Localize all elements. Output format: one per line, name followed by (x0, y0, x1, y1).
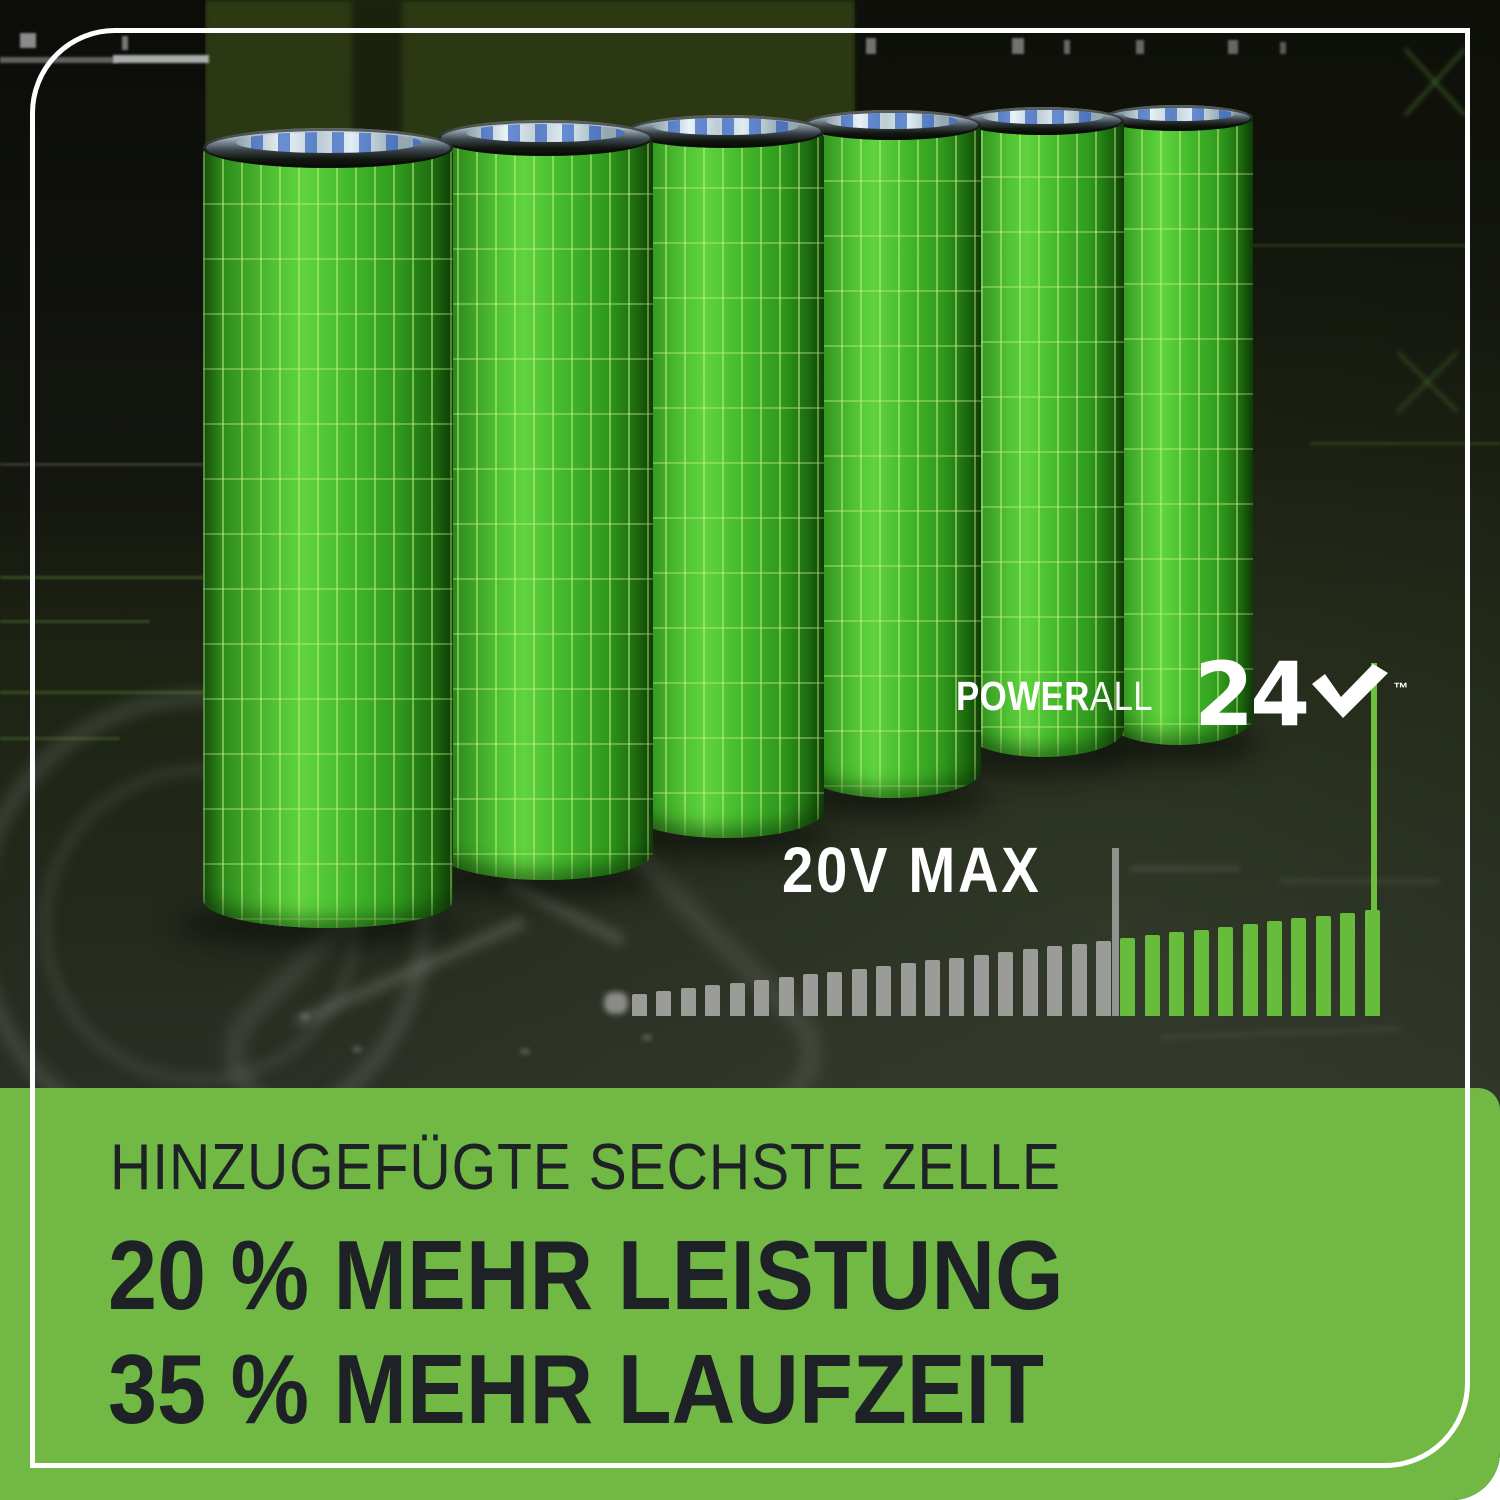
ramp-bar-gray (1072, 944, 1087, 1016)
light-streak (1280, 879, 1440, 884)
battery-cap-metal (983, 109, 1103, 125)
battery-cap-metal (465, 123, 626, 143)
hud-square-icon (20, 33, 36, 48)
upgrade-marker-line (1371, 663, 1377, 1016)
circuit-line (0, 620, 150, 623)
circuit-line (1310, 442, 1500, 445)
battery-cell (603, 115, 832, 856)
brand-name-bold: POWER (956, 673, 1090, 719)
ramp-bar-gray (779, 977, 794, 1016)
background-dark-band (352, 0, 402, 150)
ramp-bar-gray (827, 972, 842, 1016)
light-streak (1130, 866, 1240, 871)
circuit-line (1250, 244, 1470, 247)
battery-top-cap (627, 115, 824, 148)
hud-tick (1136, 40, 1144, 54)
brand-name-light: ALL (1089, 673, 1154, 719)
power-ramp-chart (632, 906, 1392, 1016)
ramp-bar-gray (681, 988, 696, 1016)
brand-logo: POWERALL 24 ™ (956, 643, 1409, 746)
ramp-bar-gray (876, 966, 891, 1016)
v-checkmark-icon (1312, 664, 1389, 718)
ramp-bar-green (1316, 916, 1331, 1016)
ramp-bar-green (1218, 927, 1233, 1016)
circuit-line (0, 576, 230, 579)
battery-top-cap (438, 120, 653, 156)
battery-cell (173, 128, 463, 946)
battery-body (962, 121, 1124, 757)
info-headline: 20 % MEHR LEISTUNG 35 % MEHR LAUFZEIT (108, 1218, 1064, 1446)
brand-voltage-number: 24 (1193, 643, 1310, 746)
hud-dot (300, 1013, 310, 1020)
battery-body (203, 148, 453, 928)
battery-cap-metal (1122, 107, 1234, 122)
hud-tick (1280, 42, 1286, 54)
hud-tick (866, 38, 876, 54)
info-panel (0, 1088, 1500, 1500)
ramp-bar-green (1291, 918, 1306, 1016)
baseline-marker-line (1112, 848, 1119, 1016)
battery-cell (942, 107, 1131, 775)
hud-tick (1228, 40, 1238, 54)
ramp-bar-green (1267, 921, 1282, 1016)
ramp-bar-gray (656, 991, 671, 1016)
ramp-bar-gray (803, 974, 818, 1016)
hud-line (0, 57, 118, 63)
ramp-bar-gray (705, 985, 720, 1016)
headline-line-1: 20 % MEHR LEISTUNG (108, 1220, 1064, 1330)
ramp-start-blob (604, 992, 628, 1014)
ramp-bar-gray (949, 958, 964, 1016)
trademark-symbol: ™ (1393, 680, 1409, 697)
ramp-bar-gray (901, 963, 916, 1016)
battery-cell (781, 110, 989, 816)
battery-top-cap (1103, 105, 1253, 131)
info-subtitle: HINZUGEFÜGTE SECHSTE ZELLE (110, 1130, 1061, 1203)
hud-dot (520, 1048, 530, 1055)
hud-dot (642, 1034, 652, 1041)
ramp-bar-gray (974, 955, 989, 1016)
hud-tick (122, 36, 128, 50)
background-left-dark (0, 0, 205, 640)
battery-cap-metal (652, 118, 799, 136)
ramp-bar-green (1243, 924, 1258, 1016)
battery-body (627, 132, 824, 838)
ramp-bar-green (1169, 932, 1184, 1016)
ramp-bar-gray (730, 983, 745, 1016)
ramp-bar-gray (1096, 941, 1111, 1016)
baseline-voltage-label: 20V MAX (782, 834, 1042, 906)
battery-top-cap (962, 107, 1124, 135)
battery-body (1103, 118, 1253, 745)
ramp-bar-green (1120, 938, 1135, 1016)
ramp-bar-gray (925, 960, 940, 1016)
headline-line-2: 35 % MEHR LAUFZEIT (108, 1334, 1044, 1444)
ramp-bar-green (1194, 930, 1209, 1016)
ramp-bar-gray (852, 969, 867, 1016)
ramp-bar-gray (1023, 949, 1038, 1016)
ramp-bar-green (1145, 935, 1160, 1016)
ramp-bar-gray (998, 952, 1013, 1016)
hud-dot (352, 1046, 362, 1053)
hud-line (113, 55, 209, 63)
battery-cell (1085, 105, 1259, 763)
battery-body (803, 125, 981, 798)
battery-cap-metal (826, 113, 958, 129)
hud-tick (1012, 38, 1024, 54)
battery-body (438, 138, 653, 880)
ramp-bar-gray (632, 994, 647, 1016)
battery-top-cap (203, 128, 453, 168)
ramp-bar-gray (754, 980, 769, 1016)
battery-cap-metal (235, 132, 421, 153)
circuit-line (0, 691, 230, 694)
hud-tick (1064, 40, 1070, 54)
circuit-line (0, 463, 230, 466)
battery-cell (412, 120, 662, 898)
ramp-bar-green (1365, 910, 1380, 1016)
battery-top-cap (803, 110, 981, 140)
ramp-bar-green (1340, 913, 1355, 1016)
brand-name: POWERALL (956, 676, 1153, 717)
ramp-bar-gray (1047, 946, 1062, 1016)
